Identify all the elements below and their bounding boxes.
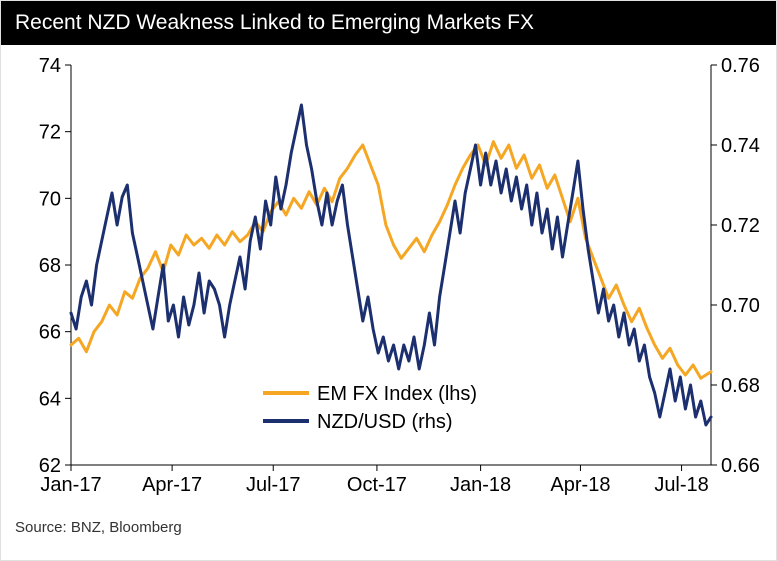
svg-text:0.72: 0.72 <box>721 215 760 237</box>
svg-text:Apr-17: Apr-17 <box>142 474 202 496</box>
svg-text:0.76: 0.76 <box>721 55 760 77</box>
svg-text:74: 74 <box>39 55 61 77</box>
svg-text:NZD/USD (rhs): NZD/USD (rhs) <box>317 411 453 433</box>
svg-text:Oct-17: Oct-17 <box>347 474 407 496</box>
svg-text:70: 70 <box>39 188 61 210</box>
svg-text:0.74: 0.74 <box>721 135 760 157</box>
svg-text:0.66: 0.66 <box>721 455 760 477</box>
svg-text:68: 68 <box>39 255 61 277</box>
svg-text:Apr-18: Apr-18 <box>550 474 610 496</box>
chart-title: Recent NZD Weakness Linked to Emerging M… <box>1 1 776 45</box>
figure-container: Recent NZD Weakness Linked to Emerging M… <box>0 0 777 561</box>
svg-text:Jan-17: Jan-17 <box>40 474 101 496</box>
svg-text:72: 72 <box>39 122 61 144</box>
svg-text:66: 66 <box>39 322 61 344</box>
source-label: Source: BNZ, Bloomberg <box>1 515 776 536</box>
chart-area: 626466687072740.660.680.700.720.740.76Ja… <box>1 45 776 515</box>
svg-text:0.70: 0.70 <box>721 295 760 317</box>
chart-svg: 626466687072740.660.680.700.720.740.76Ja… <box>1 45 777 515</box>
svg-text:Jul-18: Jul-18 <box>654 474 708 496</box>
svg-text:0.68: 0.68 <box>721 375 760 397</box>
svg-text:Jan-18: Jan-18 <box>450 474 511 496</box>
svg-text:Jul-17: Jul-17 <box>246 474 300 496</box>
svg-text:EM FX Index (lhs): EM FX Index (lhs) <box>317 383 477 405</box>
svg-text:64: 64 <box>39 388 61 410</box>
